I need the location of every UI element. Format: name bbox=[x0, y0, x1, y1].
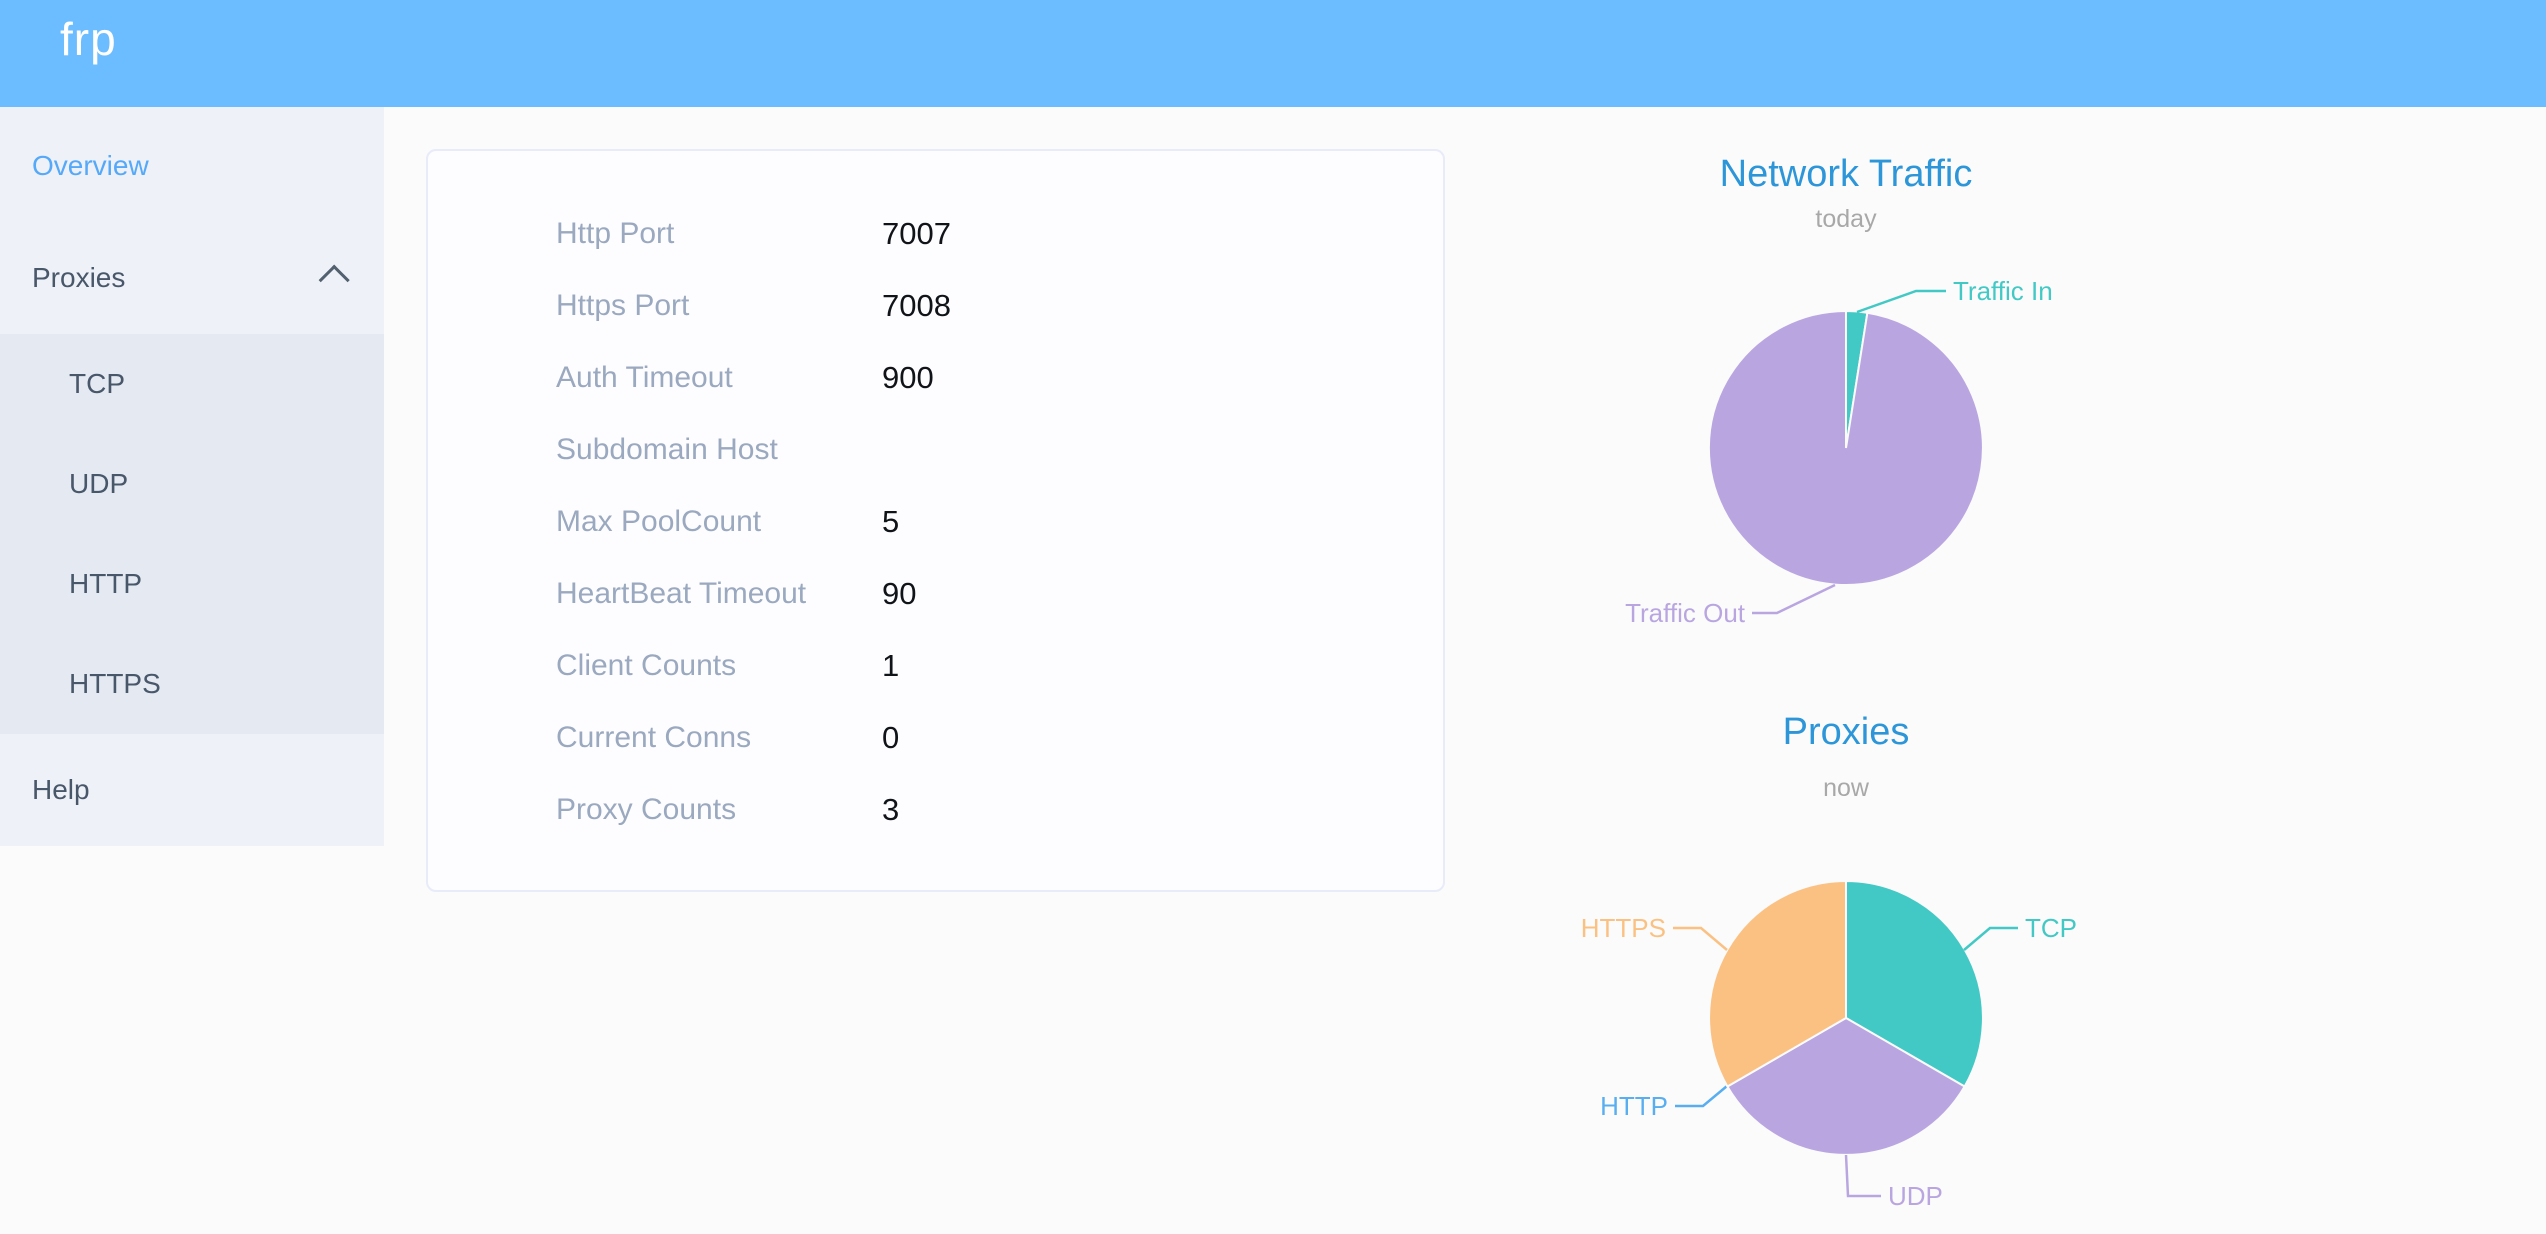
sidebar-item-http[interactable]: HTTP bbox=[0, 534, 384, 634]
pie-label-traffic-out: Traffic Out bbox=[1625, 598, 1746, 628]
table-row: Current Conns 0 bbox=[428, 702, 1443, 774]
sidebar-item-tcp-label: TCP bbox=[69, 368, 125, 399]
table-row: Https Port 7008 bbox=[428, 270, 1443, 342]
row-value: 3 bbox=[882, 792, 900, 827]
row-label: HeartBeat Timeout bbox=[556, 577, 807, 610]
proxies-chart-title: Proxies bbox=[1782, 711, 1910, 753]
pie-leader-traffic-in bbox=[1856, 289, 1946, 314]
row-label: Https Port bbox=[556, 289, 690, 322]
row-label: Current Conns bbox=[556, 721, 752, 754]
row-value: 900 bbox=[882, 360, 934, 395]
sidebar-item-https-label: HTTPS bbox=[69, 668, 161, 699]
proxies-chart-subtitle: now bbox=[1823, 774, 1869, 802]
pie-label-https: HTTPS bbox=[1581, 913, 1666, 943]
pie-chart-proxies: TCP UDP HTTP HTTPS bbox=[1581, 879, 2077, 1211]
sidebar-item-proxies[interactable]: Proxies bbox=[0, 222, 384, 334]
pie-leader-http bbox=[1675, 1085, 1728, 1108]
pie-leader-udp bbox=[1844, 1154, 1881, 1198]
sidebar-item-https[interactable]: HTTPS bbox=[0, 634, 384, 734]
proxies-submenu: TCP UDP HTTP HTTPS bbox=[0, 334, 384, 734]
row-label: Max PoolCount bbox=[556, 505, 762, 538]
chevron-up-icon[interactable] bbox=[318, 264, 350, 296]
sidebar: Overview Proxies TCP UDP HTTP HTTPS Help bbox=[0, 107, 384, 846]
network-traffic-chart-subtitle: today bbox=[1815, 205, 1877, 233]
row-value: 7007 bbox=[882, 216, 951, 251]
row-label: Http Port bbox=[556, 217, 675, 250]
sidebar-item-overview[interactable]: Overview bbox=[0, 110, 384, 222]
sidebar-item-udp-label: UDP bbox=[69, 468, 129, 499]
sidebar-item-http-label: HTTP bbox=[69, 568, 143, 599]
app-logo: frp bbox=[60, 13, 117, 65]
sidebar-item-tcp[interactable]: TCP bbox=[0, 334, 384, 434]
server-overview-card: Http Port 7007 Https Port 7008 Auth Time… bbox=[426, 149, 1445, 892]
table-row: Max PoolCount 5 bbox=[428, 486, 1443, 558]
pie-slice-traffic-out[interactable] bbox=[1707, 309, 1984, 586]
row-label: Client Counts bbox=[556, 649, 737, 682]
sidebar-item-proxies-label: Proxies bbox=[32, 262, 126, 293]
pie-label-traffic-in: Traffic In bbox=[1953, 276, 2053, 306]
table-row: Subdomain Host bbox=[428, 414, 1443, 486]
row-label: Auth Timeout bbox=[556, 361, 733, 394]
sidebar-item-help[interactable]: Help bbox=[0, 734, 384, 846]
table-row: HeartBeat Timeout 90 bbox=[428, 558, 1443, 630]
pie-label-http: HTTP bbox=[1600, 1091, 1668, 1121]
row-value: 5 bbox=[882, 504, 900, 539]
network-traffic-chart-title: Network Traffic bbox=[1719, 153, 1973, 195]
pie-leader-tcp bbox=[1963, 926, 2018, 951]
app-header: frp bbox=[0, 0, 2546, 107]
table-row: Auth Timeout 900 bbox=[428, 342, 1443, 414]
table-row: Client Counts 1 bbox=[428, 630, 1443, 702]
row-value: 90 bbox=[882, 576, 917, 611]
pie-leader-https bbox=[1673, 926, 1728, 951]
pie-slice-udp[interactable] bbox=[1726, 1016, 1966, 1156]
row-value: 0 bbox=[882, 720, 900, 755]
row-value: 1 bbox=[882, 648, 900, 683]
pie-label-udp: UDP bbox=[1888, 1181, 1943, 1211]
pie-label-tcp: TCP bbox=[2025, 913, 2077, 943]
table-row: Http Port 7007 bbox=[428, 198, 1443, 270]
sidebar-item-overview-label: Overview bbox=[32, 150, 149, 181]
table-row: Proxy Counts 3 bbox=[428, 774, 1443, 846]
row-label: Subdomain Host bbox=[556, 433, 778, 466]
sidebar-item-help-label: Help bbox=[32, 774, 90, 805]
row-value: 7008 bbox=[882, 288, 951, 323]
pie-leader-traffic-out bbox=[1752, 583, 1836, 615]
pie-chart-network-traffic: Traffic In Traffic Out bbox=[1625, 276, 2053, 628]
sidebar-item-udp[interactable]: UDP bbox=[0, 434, 384, 534]
row-label: Proxy Counts bbox=[556, 793, 737, 826]
